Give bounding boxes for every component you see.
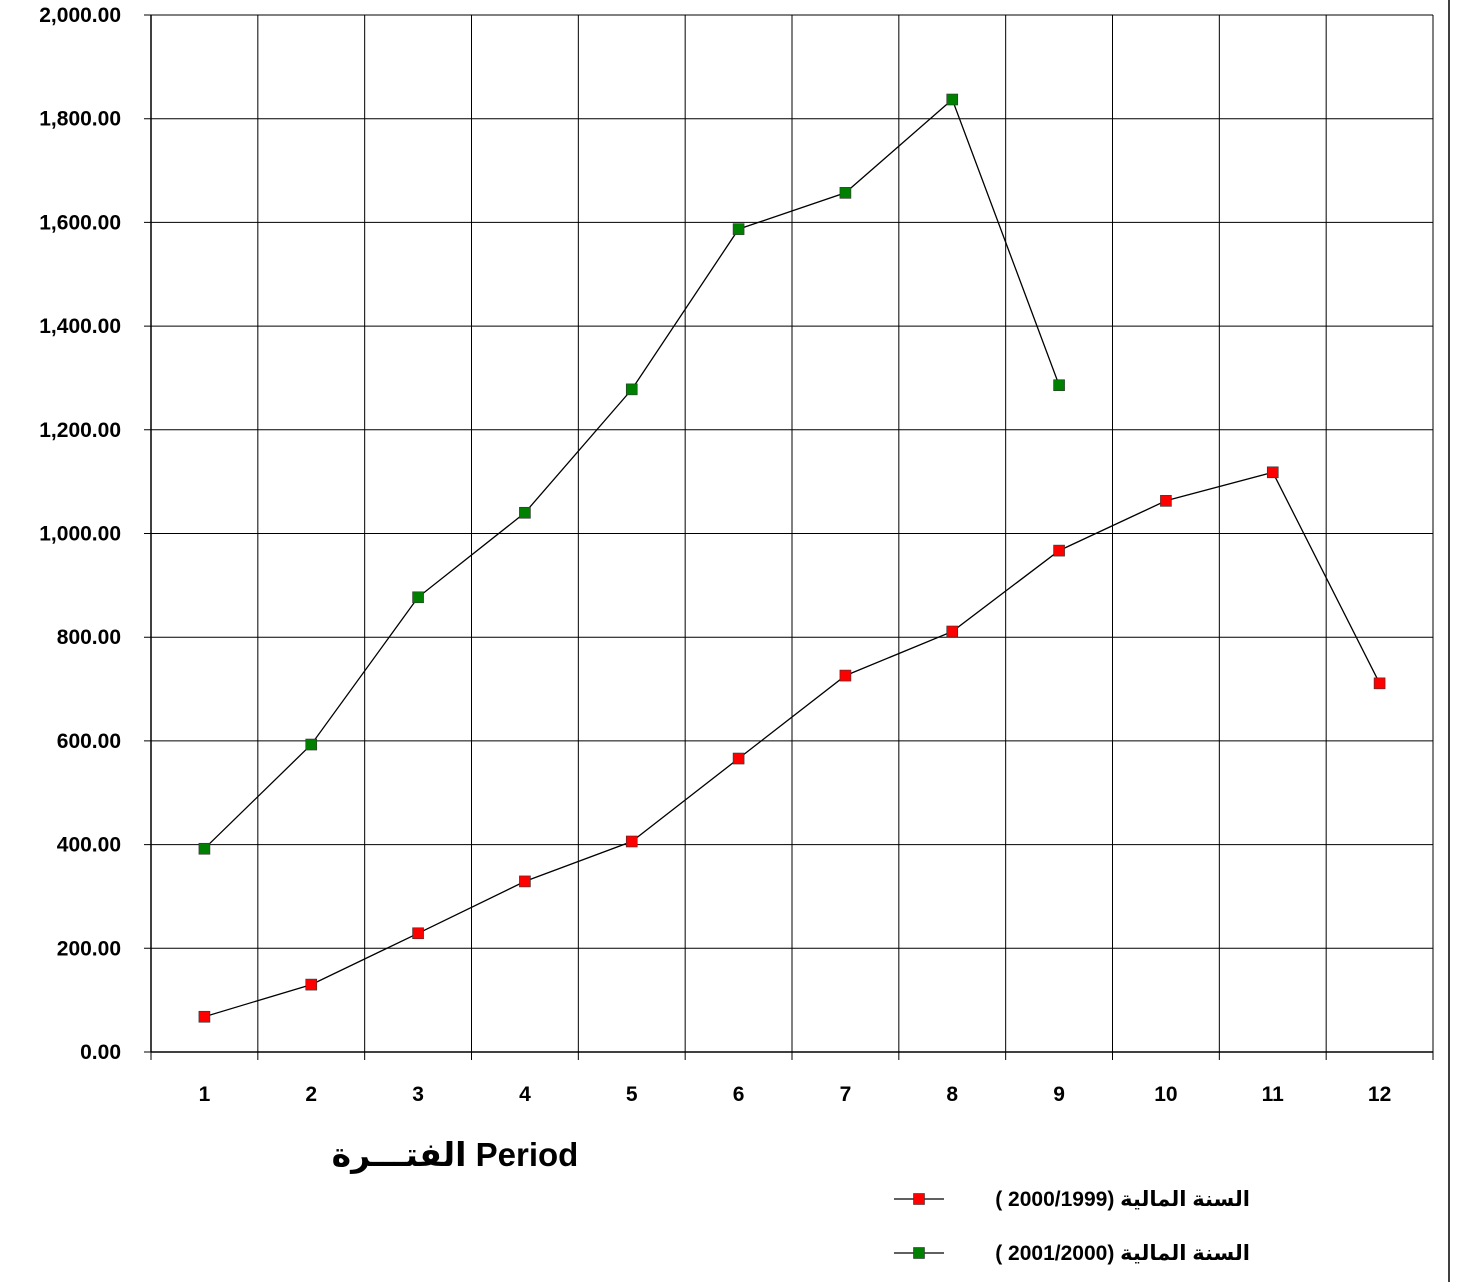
y-tick-label: 800.00 [57,626,121,649]
y-tick-label: 400.00 [57,834,121,857]
y-tick-label: 600.00 [57,730,121,753]
series-1-marker [732,752,745,765]
series-1-marker [839,669,852,682]
series-2-marker [946,93,959,106]
axis-layer: 0.00 200.00 400.00 600.00 800.00 1,000.00 1,20… [39,4,1433,1106]
x-tick-label: 6 [733,1083,745,1106]
x-tick-label: 12 [1368,1083,1391,1106]
series-2-marker [519,506,531,519]
y-tick-label: 1,400.00 [39,315,121,338]
legend-label: السنة المالية (2000/1999 ) [995,1188,1250,1211]
legend-marker [913,1193,925,1205]
x-tick-label: 3 [412,1083,424,1106]
series-1-marker [1373,677,1386,690]
y-tick-label: 2,000.00 [39,4,121,27]
x-tick-label: 9 [1053,1083,1065,1106]
x-tick-label: 5 [626,1083,638,1106]
x-tick-label: 4 [519,1083,531,1106]
series-line-1 [204,471,1381,1018]
series-1-marker [198,1010,211,1023]
legend: السنة المالية (2000/1999 ) السنة المالية … [894,1188,1250,1265]
x-tick-label: 7 [840,1083,852,1106]
x-tick-label: 11 [1262,1083,1285,1106]
legend-item-2: السنة المالية (2001/2000 ) [894,1242,1250,1265]
series-1-marker [1160,495,1172,507]
legend-label: السنة المالية (2001/2000 ) [995,1242,1250,1265]
series-2-marker [305,738,318,751]
series-2-marker [198,842,211,855]
series-1-marker [305,978,318,991]
legend-item-1: السنة المالية (2000/1999 ) [894,1188,1250,1211]
series-1-marker [1266,466,1279,479]
y-tick-label: 0.00 [80,1041,121,1064]
series-1-marker [1053,544,1065,557]
series-2-marker [1053,379,1065,392]
series-2-marker [839,187,852,199]
x-tick-label: 1 [199,1083,211,1106]
y-tick-label: 1,600.00 [39,211,121,234]
series-layer [198,93,1386,1023]
x-axis-title: الفتـــرة Period [332,1136,579,1175]
x-tick-label: 8 [946,1083,958,1106]
y-tick-label: 1,000.00 [39,523,121,546]
y-tick-label: 200.00 [57,937,121,960]
legend-marker [913,1247,925,1259]
x-tick-label: 2 [305,1083,317,1106]
series-1-marker [625,835,638,848]
series-2-marker [625,383,638,396]
series-2-marker [732,223,745,235]
y-tick-label: 1,200.00 [39,419,121,442]
y-tick-label: 1,800.00 [39,108,121,131]
series-2-marker [412,591,424,604]
series-1-marker [519,875,531,888]
x-tick-label: 10 [1154,1083,1177,1106]
series-1-marker [946,625,959,638]
series-1-marker [412,927,424,940]
